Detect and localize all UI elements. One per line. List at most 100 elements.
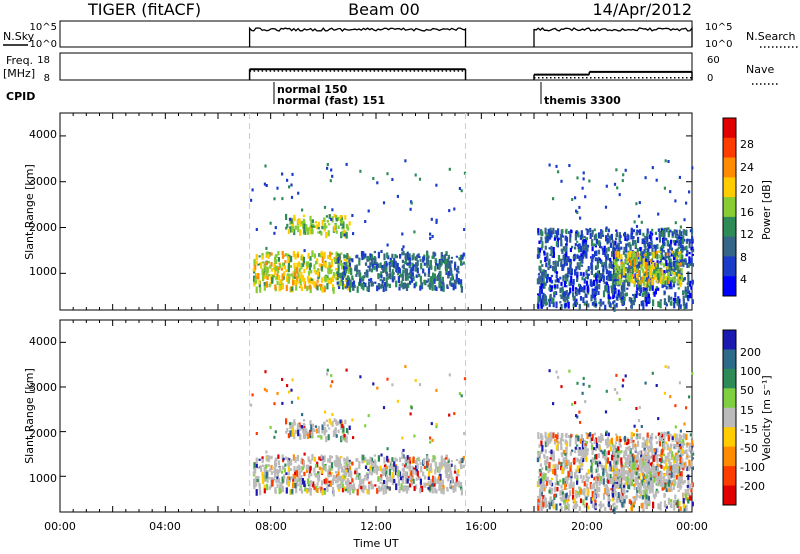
- velocity-cell: [281, 485, 284, 493]
- power-cell: [618, 236, 621, 241]
- power-cell: [666, 239, 669, 247]
- power-cell: [305, 261, 309, 267]
- velocity-cell: [615, 373, 618, 377]
- power-cell: [550, 230, 553, 238]
- power-cell: [648, 260, 651, 267]
- power-cell: [281, 262, 285, 267]
- velocity-cell: [368, 462, 371, 465]
- power-cell: [673, 301, 676, 309]
- power-cell: [397, 276, 400, 284]
- power-cell: [670, 251, 673, 257]
- power-cell: [674, 231, 677, 239]
- power-cell: [367, 265, 370, 268]
- power-cell: [562, 275, 565, 282]
- power-cell: [632, 253, 635, 259]
- xtick-2400: 00:00: [676, 520, 708, 533]
- velocity-cell: [645, 488, 648, 495]
- power-cell: [343, 229, 346, 235]
- velocity-cell: [449, 470, 453, 478]
- velocity-cell: [604, 506, 607, 512]
- velocity-cell: [670, 502, 673, 508]
- power-cell: [552, 247, 555, 253]
- velocity-cell: [370, 461, 373, 467]
- velocity-cell: [253, 484, 256, 488]
- power-cell: [540, 246, 543, 251]
- power-cell: [604, 252, 607, 257]
- power-cell: [670, 277, 673, 280]
- power-cell: [617, 289, 620, 296]
- power-cell: [269, 221, 272, 225]
- power-cell: [633, 220, 636, 224]
- velocity-cell: [258, 458, 261, 461]
- power-cell: [578, 205, 581, 209]
- velocity-cell: [438, 483, 441, 490]
- power-cell: [293, 214, 296, 219]
- power-cell: [593, 228, 596, 232]
- power-cell: [438, 258, 441, 265]
- power-cell: [274, 284, 277, 290]
- velocity-cell: [642, 504, 645, 512]
- power-cell: [328, 262, 331, 267]
- velocity-cell: [281, 465, 285, 470]
- power-cell: [330, 217, 333, 221]
- power-cell: [337, 216, 340, 221]
- velocity-cell: [598, 448, 602, 452]
- power-cell: [689, 229, 692, 233]
- power-cell: [405, 274, 408, 280]
- power-cell: [351, 275, 354, 280]
- velocity-cell: [439, 478, 442, 483]
- power-cell: [292, 280, 295, 286]
- power-cell: [620, 274, 623, 280]
- noise-left-tick-bottom: 10^0: [30, 39, 57, 50]
- x-axis-label: Time UT: [352, 537, 398, 550]
- power-cell: [406, 262, 409, 266]
- velocity-cell: [560, 506, 563, 512]
- velocity-cell: [285, 487, 288, 494]
- power-cell: [460, 279, 463, 285]
- velocity-cell: [685, 457, 688, 460]
- power-cell: [561, 292, 564, 300]
- power-cell: [318, 263, 321, 267]
- power-cell: [681, 261, 685, 265]
- velocity-cell: [378, 476, 381, 481]
- power-cell: [593, 294, 596, 300]
- power-cell: [341, 230, 344, 237]
- velocity-cell: [349, 469, 352, 472]
- power-cell: [638, 201, 641, 205]
- power-cell: [414, 266, 417, 272]
- power-cell: [664, 252, 667, 259]
- power-cell: [602, 275, 605, 282]
- power-cell: [261, 261, 265, 264]
- velocity-cell: [667, 497, 670, 505]
- velocity-cell: [288, 422, 292, 426]
- power-cell: [400, 280, 403, 288]
- velocity-cell: [340, 475, 343, 481]
- power-cell: [391, 269, 394, 276]
- velocity-cell: [373, 468, 376, 474]
- power-cell: [347, 267, 350, 274]
- velocity-cell: [313, 467, 316, 473]
- velocity-cell: [691, 444, 694, 448]
- velocity-cell: [584, 456, 587, 461]
- velocity-cell: [297, 423, 300, 427]
- velocity-cell: [647, 503, 650, 507]
- power-cell: [537, 232, 540, 236]
- power-cell: [651, 228, 654, 232]
- power-cell: [323, 251, 326, 259]
- velocity-cell: [659, 501, 662, 504]
- power-cell: [614, 247, 617, 251]
- power-cell: [309, 215, 312, 221]
- velocity-cell: [440, 459, 443, 463]
- power-cell: [327, 267, 330, 273]
- velocity-cell: [605, 469, 608, 473]
- power-cell: [544, 271, 547, 278]
- power-cell: [325, 275, 328, 281]
- velocity-cell: [551, 459, 554, 462]
- velocity-cell: [583, 489, 586, 493]
- power-cell: [548, 247, 551, 250]
- velocity-cell: [323, 488, 326, 491]
- velocity-cell: [578, 410, 581, 414]
- velocity-cell: [439, 473, 442, 481]
- power-cell: [583, 286, 586, 290]
- velocity-cell: [564, 434, 567, 437]
